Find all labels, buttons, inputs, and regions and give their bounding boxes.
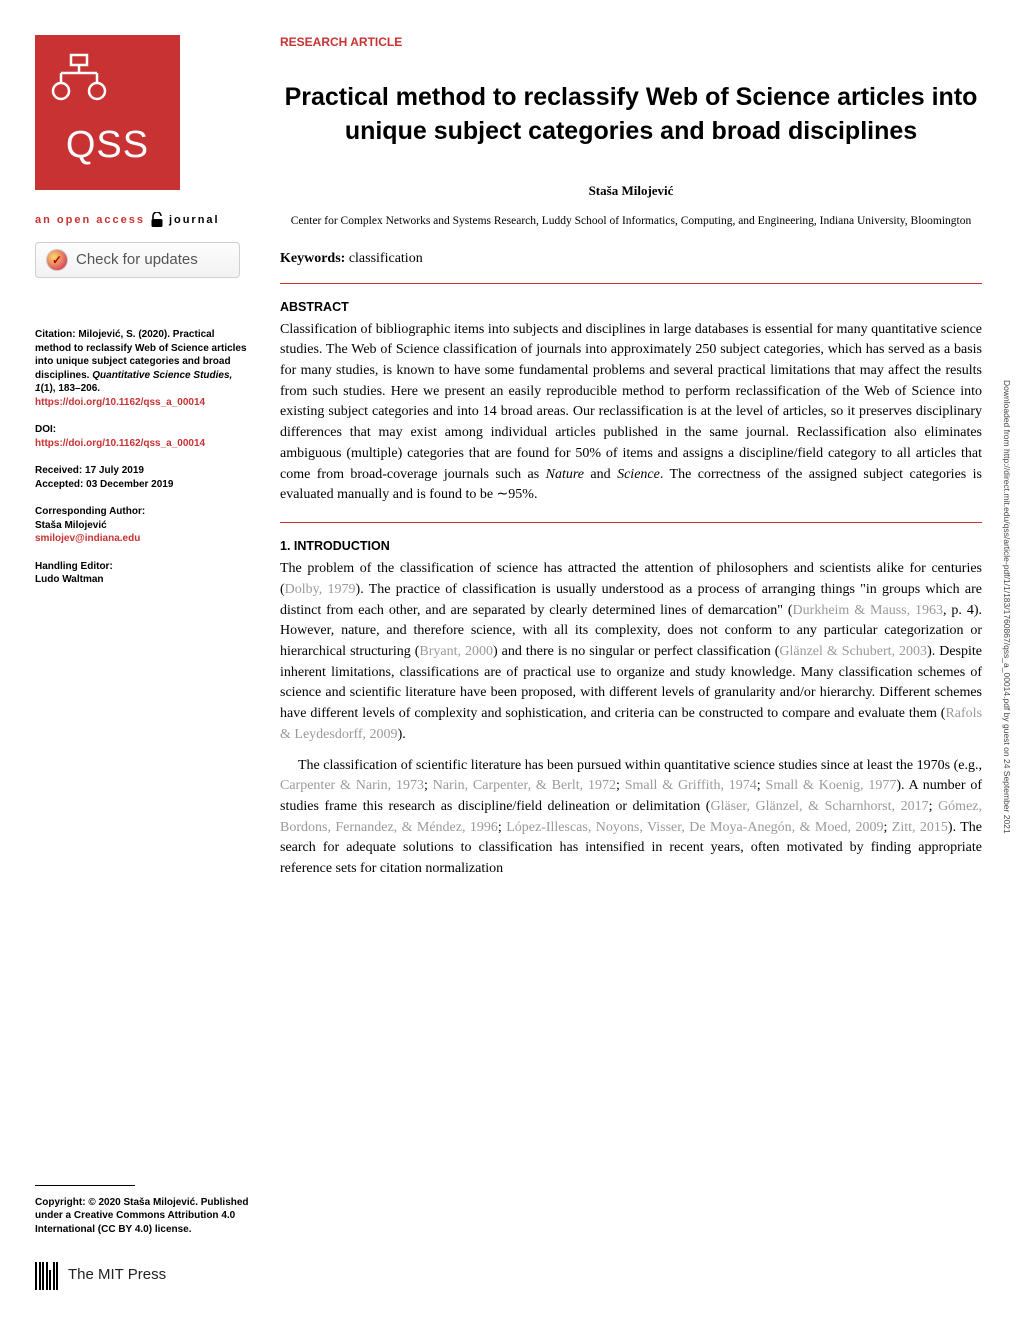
cite-link[interactable]: Zitt, 2015 xyxy=(892,820,948,835)
qss-logo: QSS xyxy=(35,35,180,190)
crossmark-icon xyxy=(46,249,68,271)
network-icon xyxy=(49,53,109,103)
check-updates-button[interactable]: Check for updates xyxy=(35,242,240,278)
mit-bars-icon xyxy=(35,1260,58,1290)
affiliation: Center for Complex Networks and Systems … xyxy=(280,213,982,229)
cite-link[interactable]: López-Illescas, Noyons, Visser, De Moya-… xyxy=(506,820,883,835)
intro-p2: The classification of scientific literat… xyxy=(280,756,982,880)
updates-label: Check for updates xyxy=(76,250,198,270)
open-access-badge: an open access journal xyxy=(35,212,250,228)
oa-right: journal xyxy=(169,213,220,228)
abstract-heading: ABSTRACT xyxy=(280,300,982,314)
citation-label: Citation: xyxy=(35,329,76,340)
received-value: 17 July 2019 xyxy=(82,465,144,476)
mit-press-logo: The MIT Press xyxy=(35,1260,250,1290)
corr-label: Corresponding Author: xyxy=(35,506,145,517)
kw-label: Keywords: xyxy=(280,251,345,266)
rule-top xyxy=(280,283,982,284)
open-lock-icon xyxy=(150,212,164,228)
keywords: Keywords: classification xyxy=(280,251,982,267)
author: Staša Milojević xyxy=(280,183,982,199)
received-label: Received: xyxy=(35,465,82,476)
corr-email[interactable]: smilojev@indiana.edu xyxy=(35,533,140,544)
cite-link[interactable]: Small & Griffith, 1974 xyxy=(625,778,757,793)
accepted-label: Accepted: xyxy=(35,479,83,490)
corresponding-block: Corresponding Author: Staša Milojević sm… xyxy=(35,505,250,546)
rule-bottom xyxy=(280,522,982,523)
editor-name: Ludo Waltman xyxy=(35,574,104,585)
cite-link[interactable]: Bryant, 2000 xyxy=(419,644,493,659)
cite-link[interactable]: Gläser, Glänzel, & Scharnhorst, 2017 xyxy=(710,799,928,814)
cite-link[interactable]: Glänzel & Schubert, 2003 xyxy=(779,644,927,659)
article-type: RESEARCH ARTICLE xyxy=(280,35,982,49)
citation-url[interactable]: https://doi.org/10.1162/qss_a_00014 xyxy=(35,397,205,408)
intro-heading: 1. INTRODUCTION xyxy=(280,539,982,553)
page-title: Practical method to reclassify Web of Sc… xyxy=(280,81,982,149)
doi-block: DOI: https://doi.org/10.1162/qss_a_00014 xyxy=(35,423,250,450)
cite-link[interactable]: Small & Koenig, 1977 xyxy=(766,778,897,793)
download-watermark: Downloaded from http://direct.mit.edu/qs… xyxy=(1002,380,1012,834)
editor-label: Handling Editor: xyxy=(35,561,113,572)
accepted-value: 03 December 2019 xyxy=(83,479,173,490)
citation-block: Citation: Milojević, S. (2020). Practica… xyxy=(35,328,250,409)
cite-link[interactable]: Carpenter & Narin, 1973 xyxy=(280,778,424,793)
cite-link[interactable]: Narin, Carpenter, & Berlt, 1972 xyxy=(433,778,616,793)
citation-after: (1), 183–206. xyxy=(41,383,101,394)
logo-text: QSS xyxy=(49,120,166,171)
corr-name: Staša Milojević xyxy=(35,520,107,531)
mit-text: The MIT Press xyxy=(68,1265,166,1285)
divider xyxy=(35,1185,135,1186)
editor-block: Handling Editor: Ludo Waltman xyxy=(35,560,250,587)
copyright-block: Copyright: © 2020 Staša Milojević. Publi… xyxy=(35,1177,250,1237)
cite-link[interactable]: Durkheim & Mauss, 1963 xyxy=(793,603,943,618)
kw-value: classification xyxy=(345,251,422,266)
doi-label: DOI: xyxy=(35,424,56,435)
abstract-text: Classification of bibliographic items in… xyxy=(280,320,982,506)
cite-link[interactable]: Dolby, 1979 xyxy=(285,582,356,597)
oa-left: an open access xyxy=(35,213,145,228)
doi-url[interactable]: https://doi.org/10.1162/qss_a_00014 xyxy=(35,438,205,449)
copyright-text: Copyright: © 2020 Staša Milojević. Publi… xyxy=(35,1197,249,1235)
intro-p1: The problem of the classification of sci… xyxy=(280,559,982,745)
dates-block: Received: 17 July 2019 Accepted: 03 Dece… xyxy=(35,464,250,491)
